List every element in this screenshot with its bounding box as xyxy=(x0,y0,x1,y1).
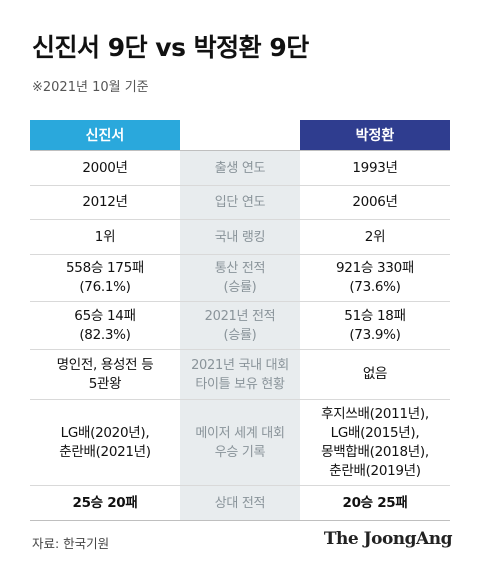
header-right-player: 박정환 xyxy=(300,120,450,150)
header-left-player: 신진서 xyxy=(30,120,180,150)
row-label: 국내 랭킹 xyxy=(180,220,300,254)
table-row: 2012년 입단 연도 2006년 xyxy=(30,186,450,220)
table-row: 65승 14패 (82.3%) 2021년 전적 (승률) 51승 18패 (7… xyxy=(30,302,450,350)
right-value: 1993년 xyxy=(352,159,398,176)
table-row: LG배(2020년), 춘란배(2021년) 메이저 세계 대회 우승 기록 후… xyxy=(30,400,450,486)
left-value: 558승 175패 (76.1%) xyxy=(66,260,144,295)
right-value: 51승 18패 (73.9%) xyxy=(344,307,406,343)
right-value: 2위 xyxy=(364,228,386,245)
row-label: 입단 연도 xyxy=(180,186,300,219)
left-value: 명인전, 용성전 등 5관왕 xyxy=(56,356,154,392)
left-value: 25승 20패 xyxy=(72,494,138,511)
header-row: 신진서 박정환 xyxy=(30,120,450,150)
right-value: 921승 330패 (73.6%) xyxy=(336,260,414,295)
table-row: 558승 175패 (76.1%) 통산 전적 (승률) 921승 330패 (… xyxy=(30,255,450,302)
row-label: 메이저 세계 대회 우승 기록 xyxy=(180,400,300,485)
comparison-table: 신진서 박정환 2000년 출생 연도 1993년 2012년 입단 연도 20… xyxy=(30,120,450,521)
right-value: 2006년 xyxy=(352,194,398,210)
source-note: 자료: 한국기원 xyxy=(32,536,110,551)
left-value: 2000년 xyxy=(82,159,128,176)
page-title: 신진서 9단 vs 박정환 9단 xyxy=(32,33,309,62)
right-value: 없음 xyxy=(362,366,388,382)
row-label: 2021년 전적 (승률) xyxy=(180,302,300,349)
table-row: 2000년 출생 연도 1993년 xyxy=(30,150,450,186)
row-label: 출생 연도 xyxy=(180,151,300,185)
table-row: 1위 국내 랭킹 2위 xyxy=(30,220,450,255)
left-value: 65승 14패 (82.3%) xyxy=(74,307,136,343)
right-value: 후지쓰배(2011년), LG배(2015년), 몽백합배(2018년), 춘란… xyxy=(321,405,429,479)
table-row: 25승 20패 상대 전적 20승 25패 xyxy=(30,486,450,521)
left-value: 1위 xyxy=(94,228,116,245)
left-value: LG배(2020년), 춘란배(2021년) xyxy=(59,424,151,460)
row-label: 상대 전적 xyxy=(180,486,300,520)
right-value: 20승 25패 xyxy=(342,494,408,511)
left-value: 2012년 xyxy=(82,194,128,210)
row-label: 2021년 국내 대회 타이틀 보유 현황 xyxy=(180,350,300,399)
row-label: 통산 전적 (승률) xyxy=(180,255,300,301)
header-spacer xyxy=(180,120,300,150)
table-row: 명인전, 용성전 등 5관왕 2021년 국내 대회 타이틀 보유 현황 없음 xyxy=(30,350,450,400)
publisher-logo: The JoongAng xyxy=(323,529,453,549)
date-note: ※2021년 10월 기준 xyxy=(32,80,149,95)
